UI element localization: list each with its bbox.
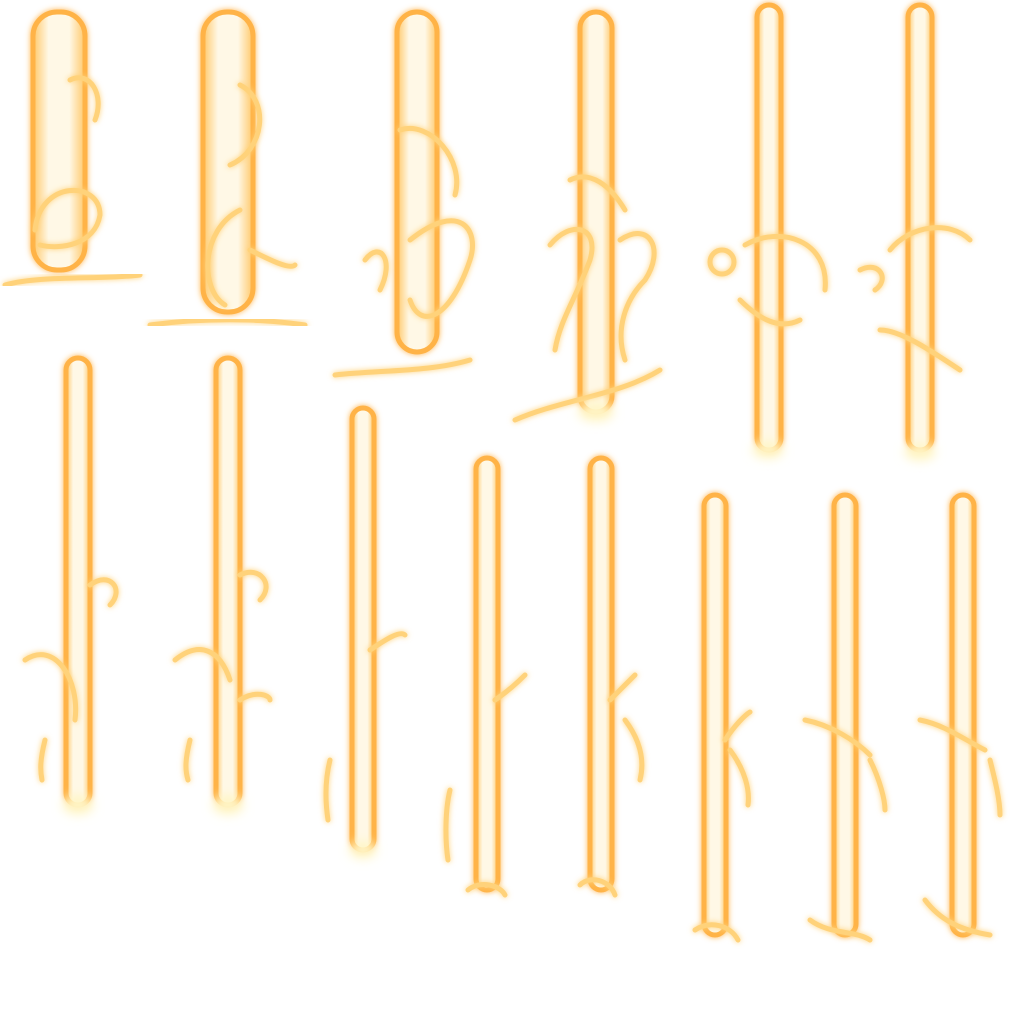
beam-frame bbox=[577, 455, 645, 898]
beam bbox=[30, 9, 88, 273]
swirl bbox=[32, 75, 103, 250]
swirl bbox=[332, 126, 475, 378]
beam-frame bbox=[707, 2, 828, 459]
swirl bbox=[323, 631, 408, 823]
beam-frame bbox=[323, 405, 408, 859]
glow bbox=[212, 795, 244, 815]
swirl bbox=[205, 82, 298, 308]
beam bbox=[831, 492, 859, 938]
beam bbox=[394, 9, 440, 355]
swirl bbox=[2, 272, 143, 288]
beam bbox=[587, 455, 615, 893]
beam-frame bbox=[512, 9, 663, 423]
beam-frame bbox=[147, 9, 308, 328]
beam bbox=[577, 9, 615, 415]
beam bbox=[213, 355, 243, 808]
beam-frame bbox=[802, 492, 888, 943]
beam bbox=[349, 405, 377, 853]
beam bbox=[200, 9, 256, 315]
glow bbox=[62, 795, 94, 815]
swirl bbox=[917, 717, 1003, 938]
glow bbox=[904, 443, 936, 461]
swirl bbox=[22, 577, 119, 783]
beam-frame bbox=[692, 492, 753, 943]
glow bbox=[578, 402, 614, 422]
beam bbox=[63, 355, 93, 808]
beam-frame bbox=[443, 455, 528, 898]
beam-frame bbox=[917, 492, 1003, 938]
swirl bbox=[147, 317, 308, 328]
swirl bbox=[857, 225, 973, 373]
swirl bbox=[802, 717, 888, 943]
beam-frame bbox=[2, 9, 143, 288]
beam bbox=[473, 455, 501, 893]
swirl bbox=[707, 234, 828, 327]
beam-frame bbox=[172, 355, 273, 815]
swirl bbox=[443, 672, 528, 898]
swirl bbox=[577, 672, 645, 898]
glow bbox=[752, 441, 784, 459]
beam bbox=[949, 492, 977, 938]
beam-frame bbox=[332, 9, 475, 378]
swirl bbox=[692, 709, 753, 943]
beam-frame bbox=[857, 2, 973, 461]
beam-frame bbox=[22, 355, 119, 815]
beam bbox=[701, 492, 729, 938]
glow bbox=[349, 841, 377, 859]
beam bbox=[754, 2, 784, 453]
swirl bbox=[512, 174, 663, 423]
swirl bbox=[172, 569, 273, 783]
